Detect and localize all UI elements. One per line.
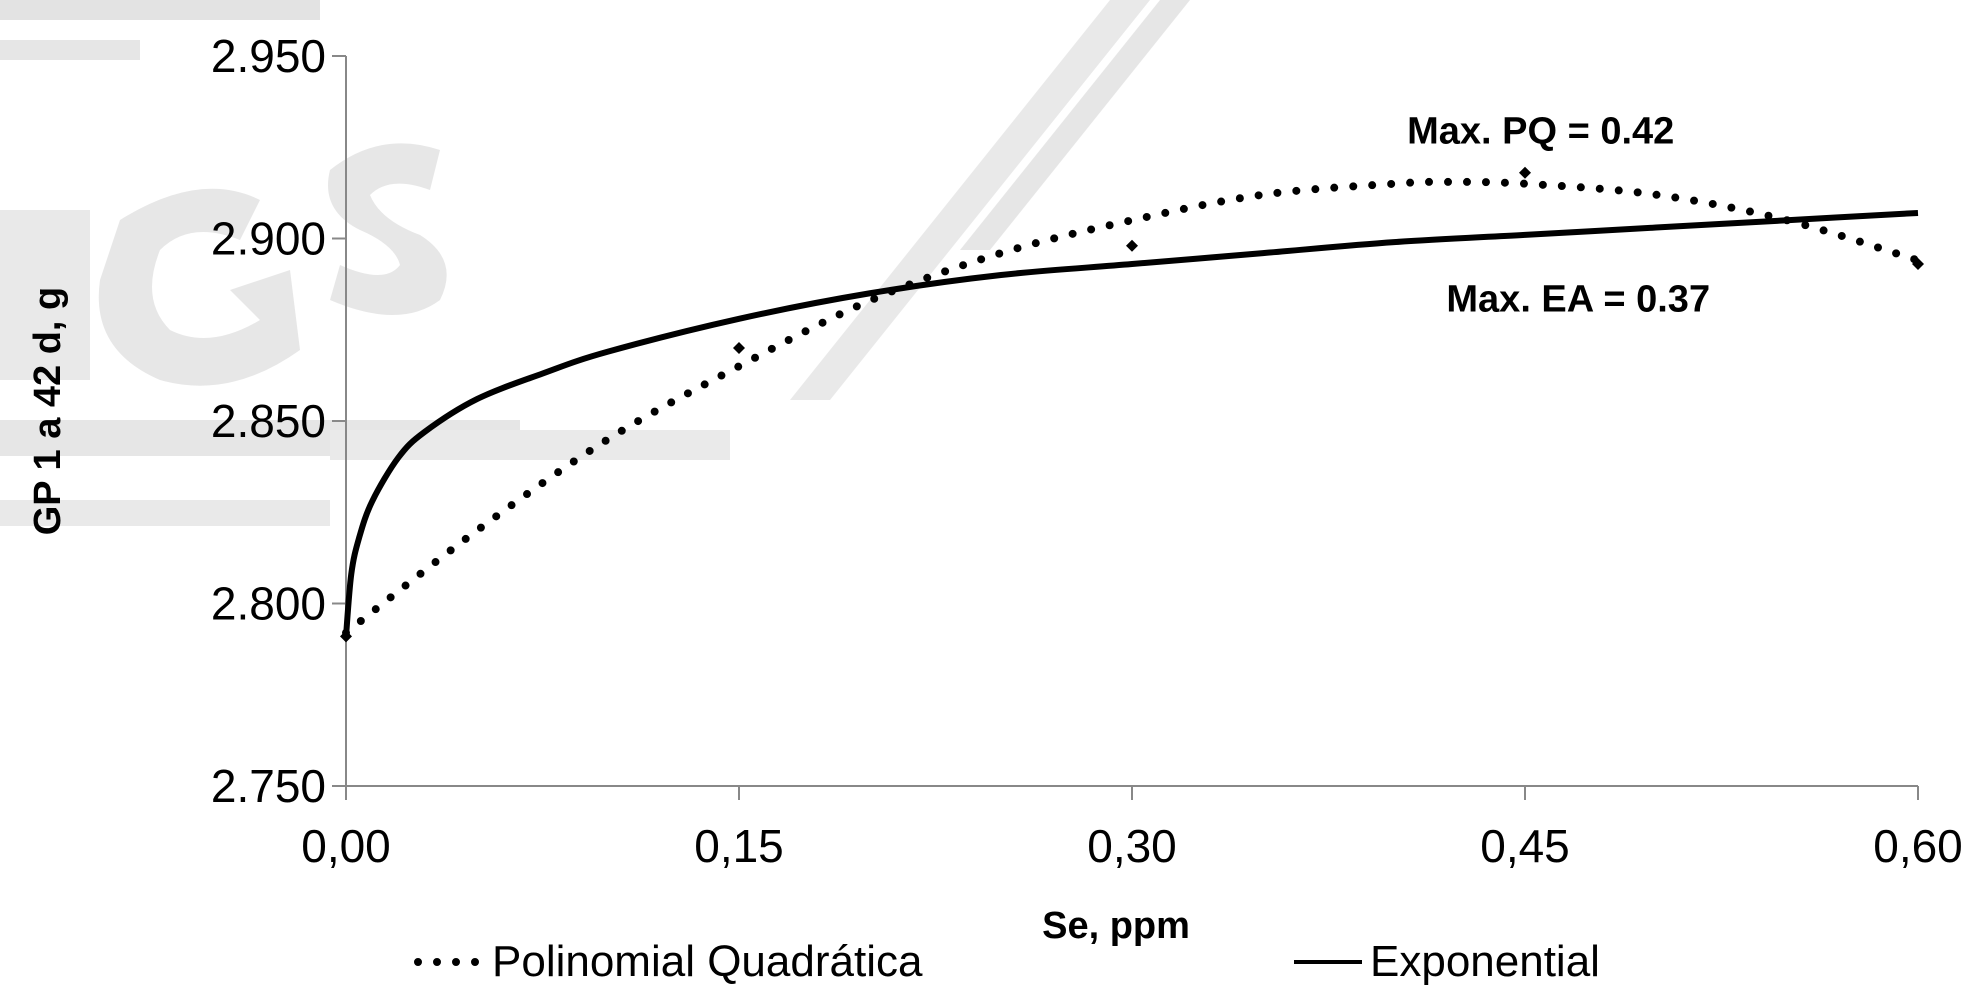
observed-point [1912,258,1924,271]
annotation-label: Max. PQ = 0.42 [1407,111,1674,153]
y-tick-label: 2.900 [211,213,326,265]
observed-point [1126,239,1138,252]
y-axis-title: GP 1 a 42 d, g [27,287,69,536]
observed-point [1519,166,1531,179]
observed-points [340,166,1924,643]
series-polinomial-quadratica-line [342,177,1922,637]
x-tick-label: 0,15 [694,820,784,872]
y-tick-label: 2.750 [211,760,326,812]
y-tick-label: 2.800 [211,578,326,630]
y-ticks: 2.750 2.800 2.850 2.900 2.950 [211,30,346,812]
y-tick-label: 2.950 [211,30,326,82]
legend: Polinomial Quadrática Exponential [414,937,1600,986]
annotation-label: Max. EA = 0.37 [1446,279,1710,321]
x-tick-label: 0,30 [1087,820,1177,872]
legend-label: Exponential [1370,937,1600,986]
y-tick-label: 2.850 [211,395,326,447]
x-tick-label: 0,45 [1480,820,1570,872]
watermark [0,0,1190,526]
annotations: Max. PQ = 0.42 Max. EA = 0.37 [1407,111,1710,321]
series-layer [342,177,1922,637]
x-axis-title: Se, ppm [1042,905,1190,947]
x-tick-label: 0,00 [301,820,391,872]
legend-label: Polinomial Quadrática [492,937,923,986]
observed-point [340,630,352,643]
series-exponential-line [343,209,1919,637]
x-ticks: 0,00 0,15 0,30 0,45 0,60 [301,786,1963,872]
x-tick-label: 0,60 [1873,820,1963,872]
observed-point [733,342,745,354]
